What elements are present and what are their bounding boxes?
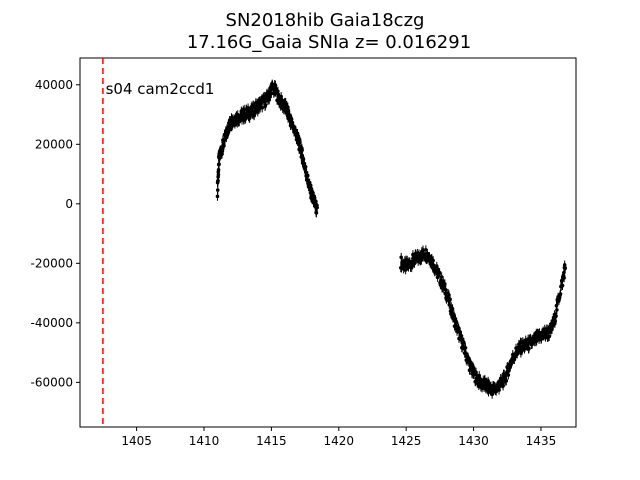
data-point	[305, 173, 310, 178]
data-point	[555, 308, 559, 312]
data-point	[439, 275, 444, 279]
chart-title: SN2018hib Gaia18czg	[226, 10, 425, 31]
data-point	[450, 306, 455, 311]
x-tick-label: 1410	[189, 434, 220, 448]
x-tick-label: 1435	[526, 434, 557, 448]
data-point	[483, 377, 487, 382]
data-point	[216, 168, 221, 172]
chart-subtitle: 17.16G_Gaia SNIa z= 0.016291	[187, 32, 471, 53]
data-point	[459, 334, 464, 338]
data-point	[312, 194, 317, 199]
plot-frame	[79, 57, 577, 428]
x-tick-label: 1405	[121, 434, 152, 448]
data-point	[267, 98, 272, 102]
data-point	[501, 384, 505, 388]
data-point	[314, 211, 319, 215]
data-point	[443, 282, 447, 286]
data-point	[558, 292, 563, 296]
data-point	[215, 188, 220, 192]
data-point	[263, 103, 268, 108]
data-point	[462, 340, 466, 345]
y-tick-label: 20000	[35, 137, 73, 151]
data-point	[315, 205, 320, 210]
y-tick-label: 0	[65, 197, 73, 211]
data-point	[437, 270, 442, 275]
data-point	[562, 276, 566, 280]
annotation-label: s04 cam2ccd1	[106, 80, 215, 98]
y-tick-label: 40000	[35, 78, 73, 92]
data-point	[298, 140, 302, 145]
y-tick-label: -20000	[30, 256, 73, 270]
data-point	[217, 162, 221, 166]
y-tick-label: -60000	[30, 375, 73, 389]
plot-area	[215, 79, 568, 399]
data-point	[215, 194, 220, 199]
data-point	[286, 105, 290, 109]
data-point	[554, 314, 558, 318]
data-point	[222, 143, 226, 148]
data-point	[463, 345, 468, 350]
data-point	[547, 334, 551, 339]
data-point	[563, 266, 568, 270]
data-point	[300, 148, 304, 152]
data-point	[424, 248, 428, 252]
data-point	[560, 283, 565, 288]
x-tick-label: 1420	[324, 434, 355, 448]
data-point	[448, 297, 452, 302]
data-point	[504, 379, 509, 383]
x-tick-label: 1415	[256, 434, 287, 448]
data-point	[303, 164, 308, 169]
data-point	[527, 346, 531, 351]
data-point	[216, 172, 221, 177]
y-tick-label: -40000	[30, 316, 73, 330]
data-point	[260, 106, 265, 110]
x-tick-label: 1425	[391, 434, 422, 448]
x-tick-label: 1430	[458, 434, 489, 448]
